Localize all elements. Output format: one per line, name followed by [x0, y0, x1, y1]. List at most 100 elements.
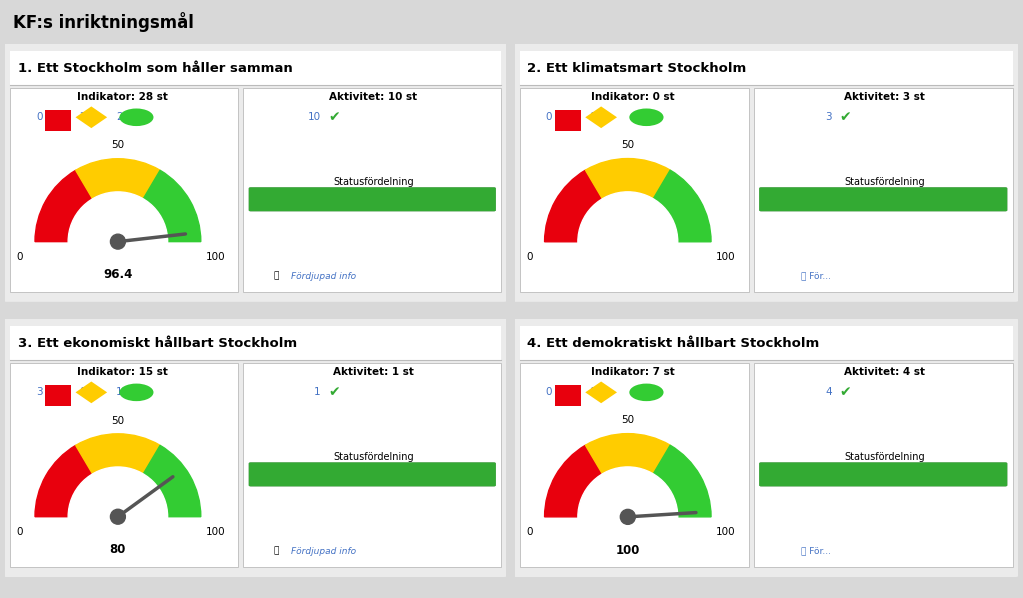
Text: 26: 26: [117, 112, 130, 122]
Bar: [554, 109, 581, 131]
Text: 100: 100: [616, 544, 640, 557]
Text: 100: 100: [206, 252, 225, 261]
Polygon shape: [76, 106, 107, 128]
Text: 0: 0: [546, 388, 552, 397]
Circle shape: [69, 467, 168, 566]
Text: Indikator: 28 st: Indikator: 28 st: [78, 91, 169, 102]
Wedge shape: [35, 446, 92, 517]
Circle shape: [629, 108, 664, 126]
FancyBboxPatch shape: [10, 87, 238, 292]
Circle shape: [69, 192, 168, 291]
Circle shape: [120, 108, 153, 126]
Text: Indikator: 15 st: Indikator: 15 st: [78, 367, 169, 377]
Text: Statusfördelning: Statusfördelning: [844, 177, 925, 187]
Text: 50: 50: [621, 415, 634, 425]
FancyBboxPatch shape: [2, 43, 508, 303]
FancyBboxPatch shape: [520, 327, 1013, 360]
Text: 🔍: 🔍: [273, 271, 278, 280]
Bar: [554, 385, 581, 406]
Circle shape: [578, 467, 678, 567]
Text: Statusfördelning: Statusfördelning: [333, 177, 414, 187]
FancyBboxPatch shape: [249, 187, 496, 211]
Text: 100: 100: [206, 527, 225, 536]
Bar: [45, 109, 72, 131]
FancyBboxPatch shape: [10, 362, 238, 567]
Text: Indikator: 7 st: Indikator: 7 st: [591, 367, 675, 377]
Text: 50: 50: [112, 141, 125, 151]
Polygon shape: [585, 382, 617, 403]
Text: Aktivitet: 1 st: Aktivitet: 1 st: [333, 367, 414, 377]
Text: ✔: ✔: [839, 110, 851, 124]
Wedge shape: [544, 446, 603, 517]
Text: Aktivitet: 10 st: Aktivitet: 10 st: [329, 91, 417, 102]
FancyBboxPatch shape: [754, 362, 1013, 567]
Text: 0: 0: [36, 112, 43, 122]
Wedge shape: [143, 446, 201, 517]
Text: 3: 3: [825, 112, 832, 122]
Text: 10: 10: [308, 112, 321, 122]
FancyBboxPatch shape: [759, 462, 1008, 486]
Text: 0: 0: [80, 388, 86, 397]
Text: 4. Ett demokratiskt hållbart Stockholm: 4. Ett demokratiskt hållbart Stockholm: [527, 337, 819, 350]
Circle shape: [620, 509, 635, 524]
Text: 3. Ett ekonomiskt hållbart Stockholm: 3. Ett ekonomiskt hållbart Stockholm: [17, 337, 297, 350]
FancyBboxPatch shape: [243, 362, 501, 567]
Text: 50: 50: [112, 416, 125, 426]
Text: 🔍: 🔍: [273, 547, 278, 556]
Text: Aktivitet: 3 st: Aktivitet: 3 st: [844, 91, 925, 102]
Text: 0: 0: [16, 252, 24, 261]
Circle shape: [120, 383, 153, 401]
FancyBboxPatch shape: [249, 462, 496, 486]
Text: ✔: ✔: [328, 385, 340, 399]
Text: 50: 50: [621, 140, 634, 150]
Wedge shape: [76, 434, 161, 474]
Circle shape: [110, 509, 126, 524]
Text: 0: 0: [527, 252, 533, 262]
Text: Aktivitet: 4 st: Aktivitet: 4 st: [844, 367, 925, 377]
Text: 4: 4: [825, 388, 832, 397]
FancyBboxPatch shape: [520, 51, 1013, 85]
Text: 2: 2: [80, 112, 86, 122]
Text: 96.4: 96.4: [103, 268, 133, 281]
Circle shape: [629, 383, 664, 401]
Text: 0: 0: [633, 112, 639, 122]
FancyBboxPatch shape: [249, 187, 496, 211]
FancyBboxPatch shape: [10, 327, 501, 360]
Text: ✔: ✔: [328, 110, 340, 124]
Wedge shape: [143, 170, 201, 242]
Text: Fördjupad info: Fördjupad info: [291, 271, 356, 280]
Text: 100: 100: [716, 527, 736, 537]
Text: 0: 0: [589, 388, 596, 397]
FancyBboxPatch shape: [512, 318, 1020, 578]
Wedge shape: [585, 158, 670, 199]
Text: 🔍 För...: 🔍 För...: [801, 271, 832, 280]
Text: Indikator: 0 st: Indikator: 0 st: [591, 91, 674, 102]
Polygon shape: [76, 382, 107, 403]
FancyBboxPatch shape: [249, 462, 496, 486]
FancyBboxPatch shape: [759, 187, 1008, 211]
Text: ✔: ✔: [839, 385, 851, 399]
Bar: [45, 385, 72, 406]
Text: 1: 1: [314, 388, 321, 397]
Wedge shape: [654, 170, 711, 242]
Text: 0: 0: [527, 527, 533, 537]
Text: 12: 12: [117, 388, 130, 397]
Circle shape: [578, 192, 678, 292]
Text: 0: 0: [16, 527, 24, 536]
Text: KF:s inriktningsmål: KF:s inriktningsmål: [13, 11, 194, 32]
Text: 2. Ett klimatsmart Stockholm: 2. Ett klimatsmart Stockholm: [527, 62, 747, 75]
Text: 3: 3: [36, 388, 43, 397]
Text: 7: 7: [633, 388, 639, 397]
Text: 1. Ett Stockholm som håller samman: 1. Ett Stockholm som håller samman: [17, 62, 293, 75]
Circle shape: [110, 234, 126, 249]
FancyBboxPatch shape: [10, 51, 501, 85]
Wedge shape: [35, 170, 92, 242]
Text: 80: 80: [109, 543, 126, 556]
Wedge shape: [585, 434, 670, 474]
Text: 🔍 För...: 🔍 För...: [801, 547, 832, 556]
Text: Statusfördelning: Statusfördelning: [844, 452, 925, 462]
Wedge shape: [544, 170, 603, 242]
FancyBboxPatch shape: [520, 362, 749, 567]
FancyBboxPatch shape: [759, 462, 1008, 486]
FancyBboxPatch shape: [754, 87, 1013, 292]
